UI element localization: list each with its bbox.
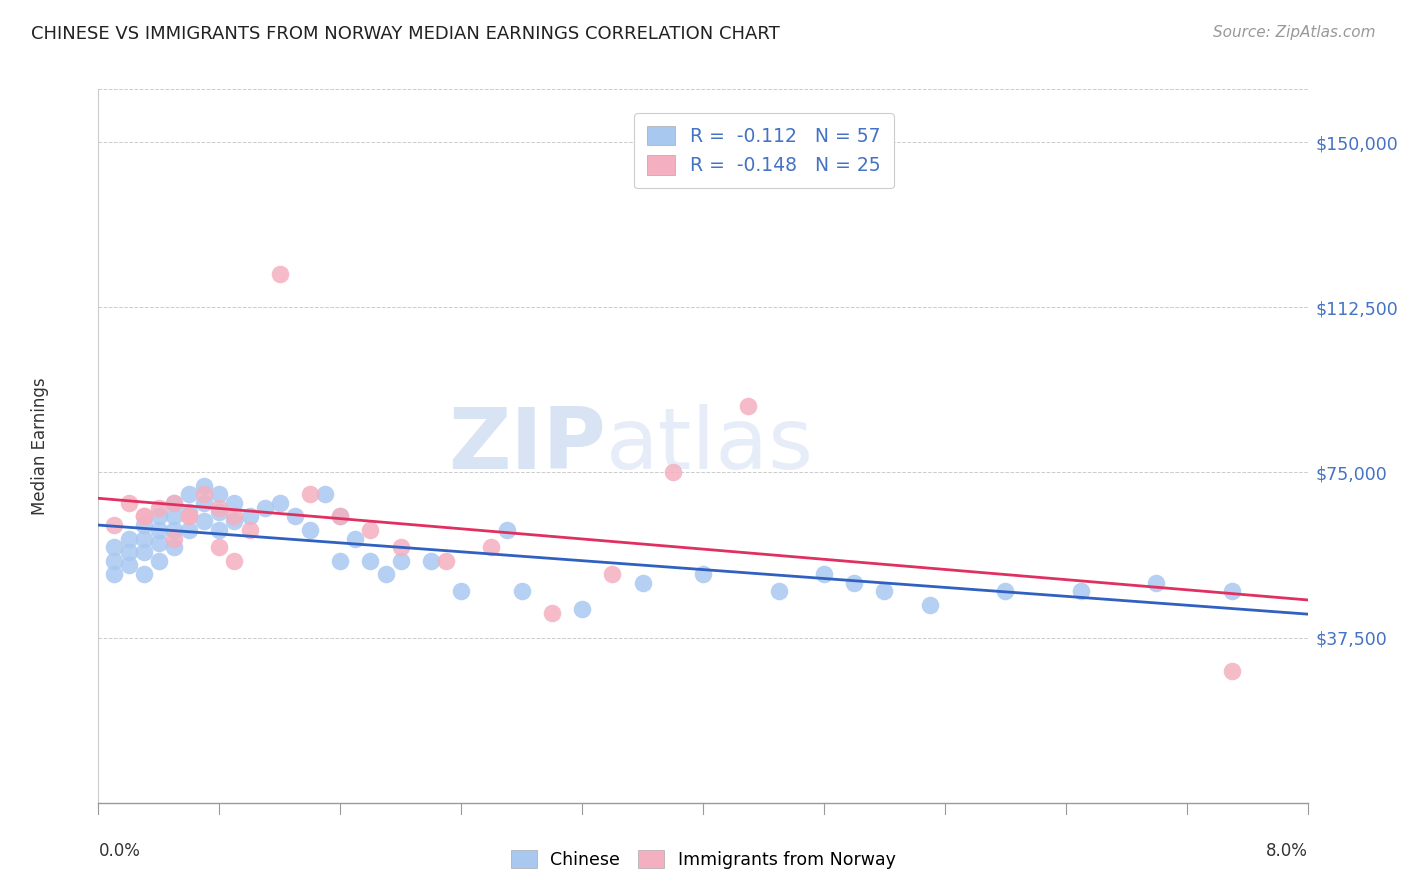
Point xyxy=(329,553,352,567)
Point xyxy=(224,553,246,567)
Point xyxy=(193,496,215,510)
Point xyxy=(132,509,155,524)
Point xyxy=(1070,584,1092,599)
Point xyxy=(148,500,170,515)
Point xyxy=(269,267,291,281)
Point xyxy=(163,532,186,546)
Point xyxy=(360,553,382,567)
Point xyxy=(481,541,503,555)
Point xyxy=(768,584,790,599)
Point xyxy=(148,536,170,550)
Point xyxy=(118,545,141,559)
Point xyxy=(602,566,624,581)
Point xyxy=(239,523,262,537)
Point xyxy=(148,523,170,537)
Point xyxy=(208,541,231,555)
Point xyxy=(163,523,186,537)
Point xyxy=(148,553,170,567)
Point xyxy=(208,505,231,519)
Point xyxy=(737,400,759,414)
Point xyxy=(179,505,201,519)
Point xyxy=(103,566,125,581)
Point xyxy=(450,584,472,599)
Point xyxy=(360,523,382,537)
Point xyxy=(253,500,276,515)
Text: ZIP: ZIP xyxy=(449,404,606,488)
Text: Median Earnings: Median Earnings xyxy=(31,377,49,515)
Point xyxy=(389,541,412,555)
Point xyxy=(571,602,593,616)
Legend: Chinese, Immigrants from Norway: Chinese, Immigrants from Norway xyxy=(503,844,903,876)
Point xyxy=(132,566,155,581)
Point xyxy=(1146,575,1168,590)
Point xyxy=(224,509,246,524)
Point xyxy=(118,558,141,572)
Point xyxy=(510,584,533,599)
Point xyxy=(132,545,155,559)
Point xyxy=(269,496,291,510)
Point xyxy=(193,487,215,501)
Point xyxy=(540,607,562,621)
Point xyxy=(193,478,215,492)
Point xyxy=(344,532,367,546)
Point xyxy=(208,500,231,515)
Point xyxy=(132,509,155,524)
Point xyxy=(224,514,246,528)
Point xyxy=(132,518,155,533)
Point xyxy=(692,566,714,581)
Point xyxy=(661,466,683,480)
Point xyxy=(132,532,155,546)
Text: atlas: atlas xyxy=(606,404,814,488)
Point xyxy=(179,487,201,501)
Point xyxy=(224,496,246,510)
Point xyxy=(163,496,186,510)
Point xyxy=(103,518,125,533)
Point xyxy=(118,496,141,510)
Point xyxy=(299,487,322,501)
Point xyxy=(420,553,443,567)
Point xyxy=(163,541,186,555)
Point xyxy=(1220,584,1243,599)
Point xyxy=(179,509,201,524)
Point xyxy=(389,553,412,567)
Point xyxy=(103,541,125,555)
Point xyxy=(1220,664,1243,678)
Point xyxy=(329,509,352,524)
Point xyxy=(434,553,457,567)
Point xyxy=(163,509,186,524)
Point xyxy=(239,509,262,524)
Point xyxy=(918,598,941,612)
Point xyxy=(495,523,517,537)
Text: Source: ZipAtlas.com: Source: ZipAtlas.com xyxy=(1212,25,1375,40)
Point xyxy=(329,509,352,524)
Text: CHINESE VS IMMIGRANTS FROM NORWAY MEDIAN EARNINGS CORRELATION CHART: CHINESE VS IMMIGRANTS FROM NORWAY MEDIAN… xyxy=(31,25,780,43)
Point xyxy=(179,523,201,537)
Point xyxy=(631,575,654,590)
Point xyxy=(208,487,231,501)
Point xyxy=(148,509,170,524)
Point xyxy=(208,523,231,537)
Point xyxy=(163,496,186,510)
Point xyxy=(179,509,201,524)
Point xyxy=(873,584,896,599)
Point xyxy=(118,532,141,546)
Point xyxy=(844,575,866,590)
Point xyxy=(299,523,322,537)
Legend: R =  -0.112   N = 57, R =  -0.148   N = 25: R = -0.112 N = 57, R = -0.148 N = 25 xyxy=(634,113,894,188)
Point xyxy=(103,553,125,567)
Point xyxy=(374,566,396,581)
Point xyxy=(813,566,835,581)
Point xyxy=(284,509,307,524)
Point xyxy=(994,584,1017,599)
Text: 0.0%: 0.0% xyxy=(98,842,141,861)
Text: 8.0%: 8.0% xyxy=(1265,842,1308,861)
Point xyxy=(314,487,336,501)
Point xyxy=(193,514,215,528)
